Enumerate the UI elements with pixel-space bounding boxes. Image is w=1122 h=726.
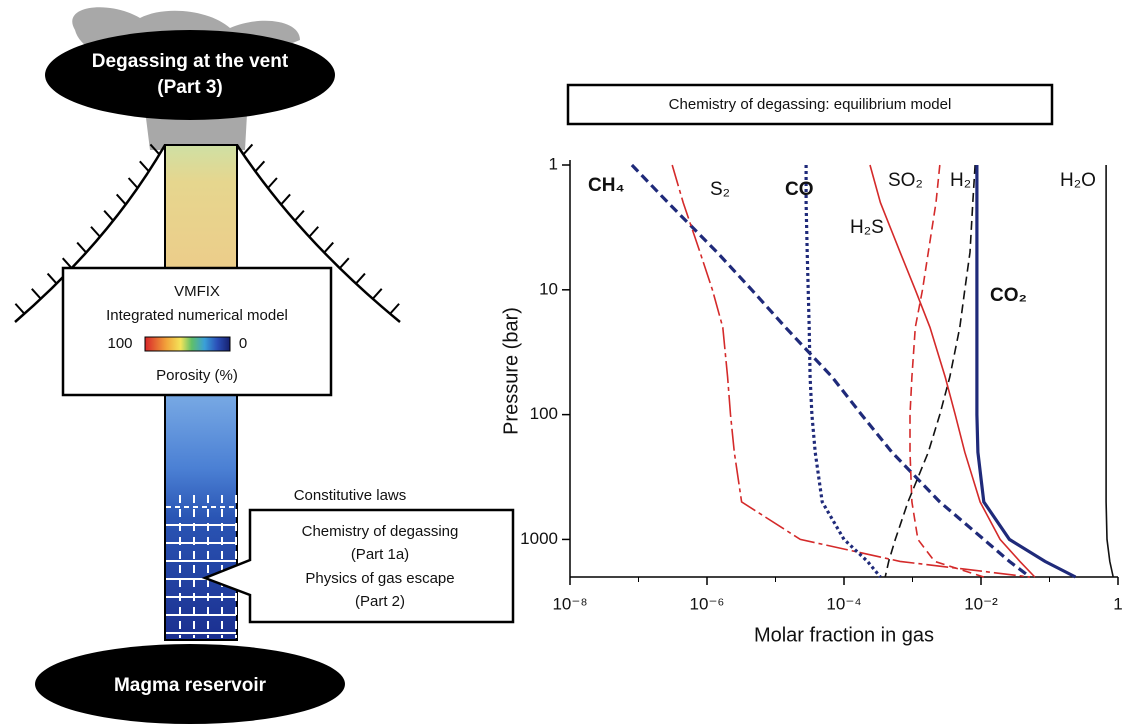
colorbar-to: 0 bbox=[239, 335, 247, 352]
vent-ellipse bbox=[45, 30, 335, 120]
model-subtitle: Integrated numerical model bbox=[106, 307, 288, 324]
colorbar bbox=[144, 336, 231, 352]
series-label: H₂ bbox=[950, 170, 971, 191]
series-line bbox=[671, 164, 1031, 578]
hatch bbox=[280, 193, 291, 206]
x-axis-label: Molar fraction in gas bbox=[754, 624, 934, 646]
hatch bbox=[323, 241, 334, 254]
series-label: CO bbox=[785, 179, 814, 200]
series-line bbox=[884, 164, 976, 578]
model-box bbox=[61, 266, 333, 397]
plot: 1 10 100 1000 10⁻⁸ 10⁻⁶ 10⁻⁴ 10⁻² 1 CH₄ S₂ CO SO₂ H₂ H… bbox=[520, 154, 1122, 613]
x-tick-label: 1 bbox=[1113, 594, 1122, 613]
hatch bbox=[115, 193, 127, 206]
flank-hatching bbox=[14, 143, 400, 315]
x-tick-label: 10⁻⁴ bbox=[826, 594, 861, 613]
y-tick-label: 100 bbox=[530, 404, 558, 423]
hatch bbox=[355, 272, 366, 285]
hatch bbox=[242, 143, 254, 156]
series-label: CO₂ bbox=[990, 285, 1027, 306]
title-box bbox=[566, 83, 1054, 126]
laws-box bbox=[201, 508, 515, 624]
hatch bbox=[14, 303, 26, 315]
y-axis-label: Pressure (bar) bbox=[500, 307, 522, 435]
model-name: VMFIX bbox=[174, 283, 220, 300]
laws-line: (Part 1a) bbox=[351, 546, 409, 563]
laws-title: Constitutive laws bbox=[294, 487, 407, 504]
series-line bbox=[804, 165, 882, 579]
series-line bbox=[1105, 165, 1114, 578]
laws-line: Physics of gas escape bbox=[305, 570, 454, 587]
series-line bbox=[975, 165, 1077, 579]
hatch bbox=[149, 143, 161, 156]
laws-line: (Part 2) bbox=[355, 593, 405, 610]
series-line bbox=[630, 163, 1031, 579]
series-line bbox=[869, 164, 1036, 578]
reservoir-label: Magma reservoir bbox=[114, 675, 267, 696]
hatch bbox=[46, 272, 58, 285]
hatch bbox=[254, 160, 266, 173]
x-tick-label: 10⁻² bbox=[964, 594, 998, 613]
hatch bbox=[267, 177, 278, 189]
conduit-lower bbox=[164, 394, 238, 641]
series-label: SO₂ bbox=[888, 170, 923, 191]
colorbar-label: Porosity (%) bbox=[156, 367, 238, 384]
conduit-upper bbox=[164, 144, 238, 271]
colorbar-from: 100 bbox=[107, 335, 132, 352]
chart-title: Chemistry of degassing: equilibrium mode… bbox=[669, 96, 952, 113]
reservoir-ellipse bbox=[35, 644, 345, 724]
volcano-diagram: Degassing at the vent (Part 3) VMFIX Int… bbox=[14, 7, 515, 724]
hatch bbox=[76, 241, 87, 254]
series-label: S₂ bbox=[710, 179, 730, 200]
hatch bbox=[308, 226, 319, 238]
hatch bbox=[103, 210, 114, 222]
y-tick-label: 1000 bbox=[520, 529, 558, 548]
series-label: H₂O bbox=[1060, 170, 1096, 191]
y-tick-label: 10 bbox=[539, 279, 558, 298]
series-line bbox=[909, 164, 985, 578]
x-tick-label: 10⁻⁸ bbox=[552, 594, 587, 613]
hatch bbox=[127, 177, 139, 189]
hatch bbox=[371, 288, 383, 300]
series-label: CH₄ bbox=[588, 175, 625, 196]
hatch bbox=[139, 160, 150, 173]
laws-line: Chemistry of degassing bbox=[302, 523, 459, 540]
hatch bbox=[389, 303, 400, 315]
series-label: H₂S bbox=[850, 217, 884, 238]
vent-title: Degassing at the vent bbox=[92, 51, 289, 72]
hatch bbox=[90, 226, 101, 238]
x-tick-label: 10⁻⁶ bbox=[690, 594, 725, 613]
hatch bbox=[31, 288, 42, 300]
y-tick-label: 1 bbox=[549, 154, 558, 173]
vent-part: (Part 3) bbox=[157, 77, 222, 98]
hatch bbox=[294, 210, 305, 222]
hatch bbox=[339, 257, 350, 269]
hatch bbox=[61, 257, 73, 269]
